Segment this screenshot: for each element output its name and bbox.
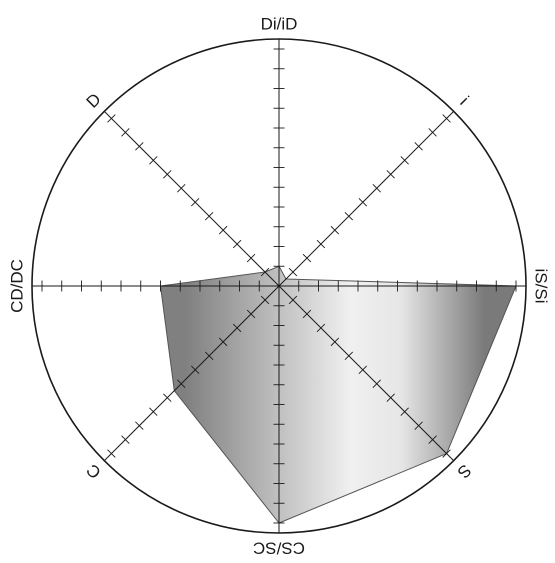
axis-label-is-si: iS/Si (532, 269, 551, 304)
tick-d-6 (191, 198, 200, 207)
tick-d-7 (177, 184, 186, 193)
axis-i (278, 110, 455, 287)
tick-s-4 (330, 337, 340, 347)
tick-d-4 (218, 225, 228, 235)
tick-d-12 (107, 114, 116, 123)
tick-d-10 (135, 142, 144, 151)
axis-cd-dc (32, 280, 279, 292)
axis-s (278, 285, 455, 462)
tick-c-2 (246, 309, 256, 319)
tick-c-10 (135, 421, 144, 430)
axis-c (103, 285, 280, 462)
tick-c-5 (204, 351, 214, 361)
tick-d-9 (149, 156, 158, 165)
tick-s-12 (442, 449, 451, 458)
tick-c-12 (107, 449, 116, 458)
tick-i-9 (400, 156, 409, 165)
tick-i-6 (358, 198, 367, 207)
axis-line-d (103, 110, 280, 287)
axis-label-i: i (456, 93, 472, 109)
tick-s-1 (288, 295, 298, 305)
axis-label-c: C (83, 460, 105, 482)
tick-s-10 (414, 421, 423, 430)
axis-line-c (103, 285, 280, 462)
tick-i-8 (386, 170, 395, 179)
axis-cs-sc (273, 286, 285, 533)
tick-s-2 (302, 309, 312, 319)
tick-c-1 (260, 295, 270, 305)
tick-c-7 (177, 379, 186, 388)
tick-s-8 (386, 393, 395, 402)
tick-c-8 (163, 393, 172, 402)
axis-label-cd-dc: CD/DC (8, 259, 27, 313)
axis-label-di-id: Di/iD (261, 15, 298, 34)
axis-line-i (278, 110, 455, 287)
tick-i-1 (288, 267, 298, 277)
tick-s-3 (316, 323, 326, 333)
tick-s-7 (372, 379, 381, 388)
axis-label-d: D (83, 90, 105, 112)
axis-di-id (273, 39, 285, 286)
tick-c-3 (232, 323, 242, 333)
tick-i-11 (428, 128, 437, 137)
tick-c-9 (149, 407, 158, 416)
tick-d-2 (246, 253, 256, 263)
tick-d-1 (260, 267, 270, 277)
tick-s-5 (344, 351, 354, 361)
tick-i-5 (344, 211, 354, 221)
tick-d-5 (204, 211, 214, 221)
axes-layer (32, 39, 526, 533)
tick-c-11 (121, 435, 130, 444)
profile-polygon (160, 265, 517, 524)
tick-i-12 (442, 114, 451, 123)
tick-d-8 (163, 170, 172, 179)
tick-s-6 (358, 365, 367, 374)
tick-d-11 (121, 128, 130, 137)
tick-c-4 (218, 337, 228, 347)
tick-c-6 (191, 365, 200, 374)
axis-line-s (278, 285, 455, 462)
axis-label-s: S (454, 461, 475, 482)
axis-is-si (279, 280, 526, 292)
axis-d (103, 110, 280, 287)
tick-s-9 (400, 407, 409, 416)
axis-label-cs-sc: CS/SC (253, 539, 305, 558)
tick-i-7 (372, 184, 381, 193)
tick-s-11 (428, 435, 437, 444)
tick-i-2 (302, 253, 312, 263)
tick-i-10 (414, 142, 423, 151)
tick-d-3 (232, 239, 242, 249)
tick-i-4 (330, 225, 340, 235)
tick-i-3 (316, 239, 326, 249)
